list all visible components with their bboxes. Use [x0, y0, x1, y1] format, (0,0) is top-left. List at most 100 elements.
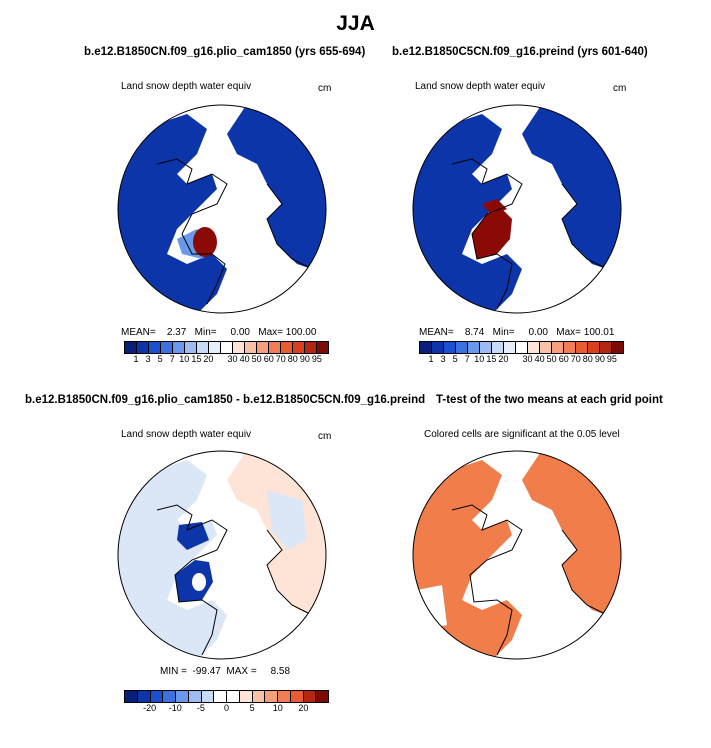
panel4-title: T-test of the two means at each grid poi… [436, 394, 663, 406]
panel1-title: b.e12.B1850CN.f09_g16.plio_cam1850 (yrs … [84, 46, 366, 58]
colorbar-swatch [492, 342, 504, 353]
coastline-east [266, 529, 313, 616]
colorbar-swatch [516, 342, 528, 353]
colorbar-tick-label: 50 [546, 354, 557, 364]
not-significant-patch [417, 585, 447, 630]
colorbar-tick-label: 0 [223, 703, 230, 713]
colorbar-swatch [290, 691, 304, 702]
colorbar-tick-label: 1 [133, 354, 139, 364]
coastline-east [266, 183, 313, 270]
colorbar-swatch [576, 342, 588, 353]
colorbar-swatch [125, 691, 138, 702]
land-snow-region-east [227, 105, 326, 274]
colorbar-swatch [504, 342, 516, 353]
colorbar-swatch [161, 342, 173, 353]
colorbar-tick-label: 50 [251, 354, 262, 364]
coastline [451, 504, 523, 656]
colorbar-tick-label: -20 [143, 703, 157, 713]
coastline-east [561, 529, 608, 616]
colorbar-tick-label: 5 [452, 354, 458, 364]
colorbar-swatch [137, 342, 149, 353]
colorbar-swatch [252, 691, 266, 702]
colorbar-tick-label: 95 [311, 354, 322, 364]
land-snow-region [118, 114, 227, 313]
colorbar-tick-label: 90 [594, 354, 605, 364]
colorbar-swatch [600, 342, 612, 353]
coastline [451, 158, 523, 310]
colorbar-tick-label: 5 [249, 703, 255, 713]
colorbar-tick-label: 70 [275, 354, 286, 364]
diff-negative-region [118, 460, 227, 659]
colorbar-swatch [257, 342, 269, 353]
season-title: JJA [336, 12, 375, 35]
colorbar-swatch [432, 342, 444, 353]
colorbar-tick-label: 70 [570, 354, 581, 364]
colorbar-tick-label: 40 [534, 354, 545, 364]
colorbar-swatch [278, 691, 291, 702]
colorbar-swatch [137, 691, 151, 702]
panel1-units: cm [318, 83, 332, 94]
colorbar-tick-label: 10 [272, 703, 283, 713]
colorbar-top-right: 1 3 5 7 10 15 20 30 40 50 60 70 80 90 95 [419, 341, 624, 366]
colorbar-tick-label: 30 [227, 354, 238, 364]
panel2-map [412, 104, 622, 314]
panel4-map [412, 450, 622, 660]
canadian-archipelago-snow [482, 199, 507, 216]
colorbar-swatch [176, 691, 189, 702]
colorbar-tick-label: 80 [582, 354, 593, 364]
colorbar-tick-label: 60 [558, 354, 569, 364]
colorbar-swatch [163, 691, 176, 702]
colorbar-swatch [456, 342, 468, 353]
colorbar-swatch [245, 342, 257, 353]
colorbar-swatch [185, 342, 197, 353]
colorbar-swatch [588, 342, 600, 353]
colorbar-swatch [444, 342, 456, 353]
not-significant-patch-2 [532, 590, 567, 635]
colorbar-swatch [552, 342, 564, 353]
colorbar-swatch [214, 691, 227, 702]
colorbar-swatch [188, 691, 202, 702]
colorbar-tick-label: 60 [263, 354, 274, 364]
panel3-map [117, 450, 327, 660]
colorbar-tick-label: 40 [239, 354, 250, 364]
colorbar-swatch [125, 342, 137, 353]
colorbar-swatch [221, 342, 233, 353]
colorbar-swatch [528, 342, 540, 353]
colorbar-swatch [197, 342, 209, 353]
colorbar-swatch [209, 342, 221, 353]
colorbar-tick-label: -10 [168, 703, 182, 713]
colorbar-diff: -20 -10 -5 0 5 10 20 [124, 690, 329, 715]
colorbar-swatch [233, 342, 245, 353]
colorbar-tick-label: 10 [179, 354, 190, 364]
panel2-subtitle: Land snow depth water equiv [415, 81, 546, 92]
colorbar-swatch [303, 691, 317, 702]
colorbar-swatch [149, 342, 161, 353]
coastline [156, 504, 228, 656]
colorbar-swatch [480, 342, 492, 353]
colorbar-tick-label: 20 [203, 354, 214, 364]
colorbar-tick-label: 15 [191, 354, 202, 364]
colorbar-tick-label: 3 [440, 354, 446, 364]
panel2-stats: MEAN= 8.74 Min= 0.00 Max= 100.01 [419, 327, 615, 338]
coastline [156, 158, 228, 305]
colorbar-swatch [316, 691, 328, 702]
panel4-subtitle: Colored cells are significant at the 0.0… [424, 429, 620, 440]
panel1-stats: MEAN= 2.37 Min= 0.00 Max= 100.00 [121, 327, 317, 338]
colorbar-swatch [150, 691, 164, 702]
colorbar-swatch [269, 342, 281, 353]
archipelago-diff [177, 522, 209, 550]
land-snow-region [413, 114, 522, 313]
land-snow-region-east [522, 105, 621, 274]
colorbar-tick-label: 7 [464, 354, 470, 364]
diff-light-blue-east [267, 490, 307, 550]
colorbar-tick-label: 95 [606, 354, 617, 364]
panel3-units: cm [318, 431, 332, 442]
colorbar-tick-label: 20 [498, 354, 509, 364]
colorbar-tick-label: 90 [299, 354, 310, 364]
colorbar-swatch [201, 691, 215, 702]
panel3-title: b.e12.B1850CN.f09_g16.plio_cam1850 - b.e… [25, 394, 426, 406]
colorbar-top-left: 1 3 5 7 10 15 20 30 40 50 60 70 80 90 95 [124, 341, 329, 366]
colorbar-tick-label: 5 [157, 354, 163, 364]
colorbar-swatch [317, 342, 328, 353]
panel3-stats: MIN = -99.47 MAX = 8.58 [160, 666, 291, 677]
